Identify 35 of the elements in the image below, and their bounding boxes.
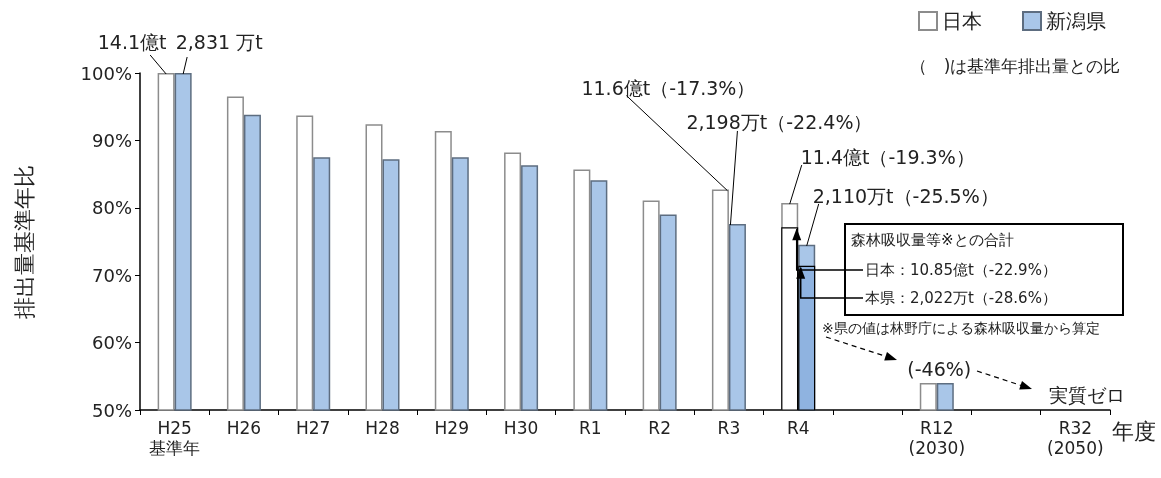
annotation: 2,198万t（-22.4%） <box>686 110 873 133</box>
y-tick-label: 50% <box>91 399 132 421</box>
annotation: (-46%) <box>907 358 972 381</box>
annotation: 11.6億t（-17.3%） <box>581 76 756 99</box>
annotation: 2,831 万t <box>175 31 263 53</box>
y-tick-label: 70% <box>91 264 132 286</box>
x-tick-label: R1 <box>579 418 602 438</box>
legend-label: 日本 <box>942 9 982 33</box>
annotation: 11.4億t（-19.3%） <box>800 146 975 169</box>
annotation: 本県：2,022万t（-28.6%） <box>865 289 1057 307</box>
annotation: 実質ゼロ <box>1049 384 1125 406</box>
y-tick-label: 80% <box>91 197 132 219</box>
x-tick-label: R32 (2050) <box>1047 418 1104 458</box>
x-tick-label: R12 (2030) <box>908 418 966 458</box>
annotation: 日本：10.85億t（-22.9%） <box>865 261 1057 279</box>
x-tick-label: H27 <box>296 418 331 438</box>
y-tick-label: 60% <box>91 332 132 354</box>
x-tick-label: H30 <box>503 418 539 438</box>
x-tick-label: H29 <box>434 418 469 438</box>
annotation: （ )は基準年排出量との比 <box>909 56 1121 76</box>
annotation: 森林吸収量等※との合計 <box>851 231 1014 249</box>
y-axis-title: 排出量基準年比 <box>11 164 37 319</box>
x-tick-label: R3 <box>717 418 741 438</box>
x-tick-label: H25 基準年 <box>149 418 201 458</box>
legend-label: 新潟県 <box>1046 9 1106 33</box>
y-tick-label: 100% <box>80 62 132 84</box>
x-tick-label: H28 <box>365 418 400 438</box>
x-tick-label: R4 <box>786 418 810 438</box>
annotation: ※県の値は林野庁による森林吸収量から算定 <box>822 320 1100 336</box>
y-tick-label: 90% <box>91 129 132 151</box>
annotation: 2,110万t（-25.5%） <box>812 184 999 207</box>
annotation: 14.1億t <box>97 31 167 53</box>
x-axis-title: 年度 <box>1112 418 1156 444</box>
x-tick-label: H26 <box>226 418 262 438</box>
x-tick-label: R2 <box>648 418 671 438</box>
